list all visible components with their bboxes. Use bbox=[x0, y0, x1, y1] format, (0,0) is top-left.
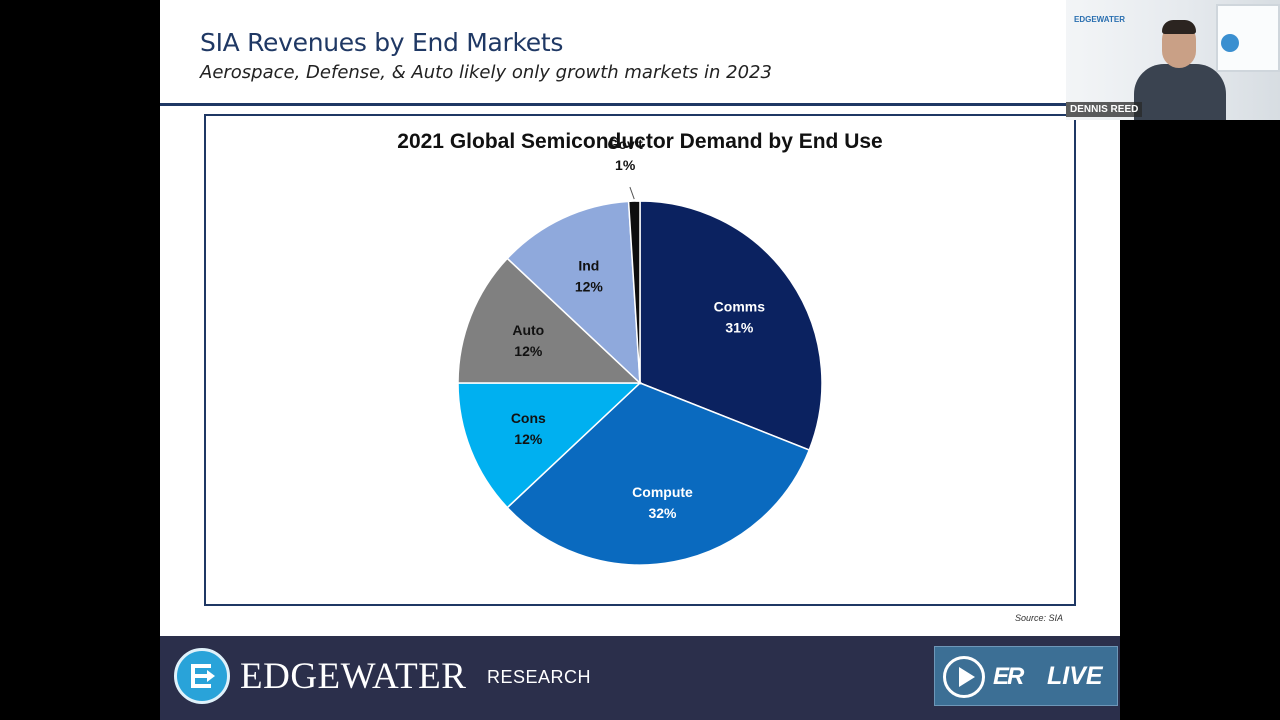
pie-value-label: 1% bbox=[615, 157, 636, 173]
pie-slice-comms bbox=[639, 200, 823, 451]
pie-label: Compute bbox=[632, 484, 693, 500]
pie-value-label: 12% bbox=[575, 278, 604, 294]
pie-label: Cons bbox=[511, 410, 546, 426]
pie-value-label: 32% bbox=[648, 505, 677, 521]
slide-subtitle: Aerospace, Defense, & Auto likely only g… bbox=[200, 62, 772, 83]
webcam-feed: EDGEWATER DENNIS REED bbox=[1066, 0, 1280, 120]
chart-title: 2021 Global Semiconductor Demand by End … bbox=[397, 130, 883, 153]
edgewater-logo-icon bbox=[174, 648, 230, 704]
pie-slice-cons bbox=[457, 382, 642, 509]
er-live-mark: ER bbox=[993, 663, 1024, 690]
pie-value-label: 12% bbox=[514, 343, 543, 359]
pie-slice-ind bbox=[506, 200, 641, 385]
slide: SIA Revenues by End Markets Aerospace, D… bbox=[160, 0, 1120, 720]
slide-title: SIA Revenues by End Markets bbox=[200, 28, 564, 57]
pie-chart: Comms 31% Compute 32% Cons 12% Auto 12% Ind 12% Go… bbox=[457, 136, 823, 566]
play-icon bbox=[943, 656, 985, 698]
pie-label: Ind bbox=[578, 257, 599, 273]
footer-brand-sub: RESEARCH bbox=[487, 667, 592, 687]
source-note: Source: SIA bbox=[1014, 613, 1063, 623]
webcam-person-body bbox=[1134, 64, 1226, 120]
chart-frame: 2021 Global Semiconductor Demand by End … bbox=[204, 114, 1076, 606]
webcam-name-label: DENNIS REED bbox=[1066, 102, 1143, 117]
webcam-wall-logo: EDGEWATER bbox=[1074, 15, 1125, 24]
webcam-person-hair bbox=[1162, 20, 1196, 34]
pie-value-label: 31% bbox=[725, 319, 754, 335]
pie-label: Comms bbox=[714, 298, 766, 314]
pie-leader-line bbox=[629, 186, 635, 200]
pie-slice-govt bbox=[627, 200, 641, 384]
footer-bar: EDGEWATER RESEARCH ER LIVE bbox=[160, 636, 1120, 720]
webcam-logo-icon bbox=[1221, 34, 1239, 52]
title-divider bbox=[160, 103, 1120, 106]
pie-label: Gov't bbox=[608, 136, 644, 152]
footer-brand: EDGEWATER bbox=[240, 656, 467, 697]
pie-label: Auto bbox=[512, 322, 544, 338]
er-live-badge: ER LIVE bbox=[934, 646, 1118, 706]
pie-value-label: 12% bbox=[514, 431, 543, 447]
er-live-text: LIVE bbox=[1047, 662, 1103, 690]
pie-slice-compute bbox=[506, 382, 811, 566]
pie-slice-auto bbox=[457, 257, 642, 384]
